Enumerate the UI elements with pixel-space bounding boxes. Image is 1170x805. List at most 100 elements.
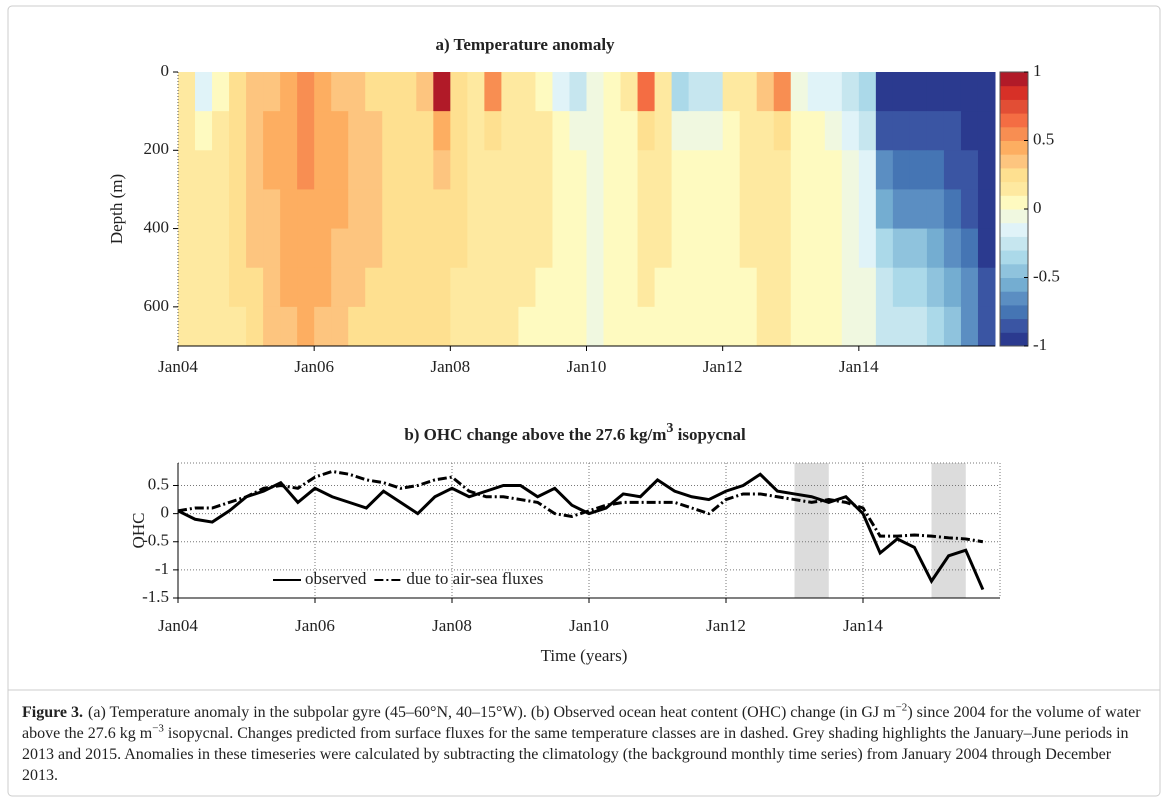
heat-cell — [824, 150, 843, 190]
heat-cell — [195, 150, 213, 190]
heat-cell — [433, 111, 451, 151]
heat-cell — [382, 72, 400, 112]
heat-cell — [858, 306, 877, 347]
heat-cell — [603, 267, 622, 308]
heat-cell — [501, 72, 519, 112]
heat-cell — [348, 72, 366, 112]
x-tick-label: Jan14 — [843, 616, 883, 635]
colorbar-label: -0.5 — [1033, 266, 1060, 285]
colorbar-swatch — [1000, 167, 1028, 183]
heat-cell — [960, 306, 979, 347]
chart-title: a) Temperature anomaly — [435, 35, 615, 54]
heat-cell — [246, 306, 264, 347]
y-tick-label: 400 — [144, 217, 170, 236]
heat-cell — [416, 228, 434, 269]
heat-cell — [671, 72, 690, 112]
heat-cell — [433, 189, 451, 230]
heat-cell — [552, 150, 570, 190]
heat-cell — [705, 72, 724, 112]
heat-cell — [552, 111, 570, 151]
heat-cell — [671, 189, 690, 230]
heat-cell — [909, 111, 928, 151]
heat-cell — [263, 228, 281, 269]
heat-cell — [467, 306, 485, 347]
heat-cell — [433, 267, 451, 308]
colorbar-swatch — [1000, 85, 1028, 100]
heat-cell — [977, 111, 996, 151]
heat-cell — [671, 111, 690, 151]
heat-cell — [892, 72, 911, 112]
heat-cell — [280, 267, 298, 308]
heat-cell — [654, 72, 673, 112]
heat-cell — [671, 228, 690, 269]
heat-cell — [382, 189, 400, 230]
heat-cell — [671, 306, 690, 347]
colorbar-swatch — [1000, 154, 1028, 169]
heat-cell — [654, 306, 673, 347]
heat-cell — [365, 267, 383, 308]
heat-cell — [569, 228, 587, 269]
heat-cell — [756, 267, 775, 308]
heat-cell — [722, 189, 741, 230]
heat-cell — [280, 228, 298, 269]
heat-cell — [960, 111, 979, 151]
heat-cell — [943, 72, 962, 112]
heat-cell — [637, 189, 656, 230]
heat-cell — [195, 306, 213, 347]
heat-cell — [416, 72, 434, 112]
heat-cell — [450, 189, 468, 230]
heat-cell — [705, 267, 724, 308]
heat-cell — [824, 306, 843, 347]
heat-cell — [909, 72, 928, 112]
heat-cell — [229, 189, 247, 230]
caption-text: isopycnal. Changes predicted from surfac… — [22, 725, 1129, 784]
heat-cell — [433, 306, 451, 347]
heat-cell — [637, 111, 656, 151]
heat-cell — [348, 111, 366, 151]
heat-cell — [620, 150, 639, 190]
heat-cell — [620, 189, 639, 230]
x-tick-label: Jan12 — [706, 616, 746, 635]
heat-cell — [756, 228, 775, 269]
heat-cell — [892, 228, 911, 269]
heat-cell — [263, 72, 281, 112]
heat-cell — [518, 267, 536, 308]
heat-cell — [552, 189, 570, 230]
heat-cell — [824, 189, 843, 230]
heat-cell — [773, 267, 792, 308]
heat-cell — [620, 72, 639, 112]
heat-cell — [807, 111, 826, 151]
heat-cell — [790, 306, 809, 347]
heat-cell — [365, 150, 383, 190]
heat-cell — [756, 150, 775, 190]
heat-cell — [909, 150, 928, 190]
heat-cell — [229, 111, 247, 151]
heat-cell — [620, 306, 639, 347]
heat-cell — [739, 150, 758, 190]
heat-cell — [773, 189, 792, 230]
heat-cell — [246, 72, 264, 112]
heat-cell — [960, 267, 979, 308]
heat-cell — [926, 72, 945, 112]
heat-cell — [246, 189, 264, 230]
heat-cell — [399, 111, 417, 151]
figure-frame — [7, 5, 1161, 797]
heat-cell — [773, 111, 792, 151]
x-tick-label: Jan04 — [158, 357, 198, 376]
heat-cell — [331, 189, 349, 230]
colorbar-swatch — [1000, 263, 1028, 278]
heat-cell — [586, 150, 605, 190]
heat-cell — [892, 306, 911, 347]
heat-cell — [229, 72, 247, 112]
heat-cell — [212, 306, 230, 347]
heat-cell — [739, 267, 758, 308]
heat-cell — [773, 228, 792, 269]
heat-cell — [178, 150, 196, 190]
heat-cell — [722, 150, 741, 190]
heat-cell — [790, 267, 809, 308]
heat-cell — [960, 189, 979, 230]
heat-cell — [603, 306, 622, 347]
title-part: b) OHC change above the 27.6 kg/m — [404, 425, 666, 444]
x-tick-label: Jan14 — [839, 357, 879, 376]
heat-cell — [535, 267, 553, 308]
